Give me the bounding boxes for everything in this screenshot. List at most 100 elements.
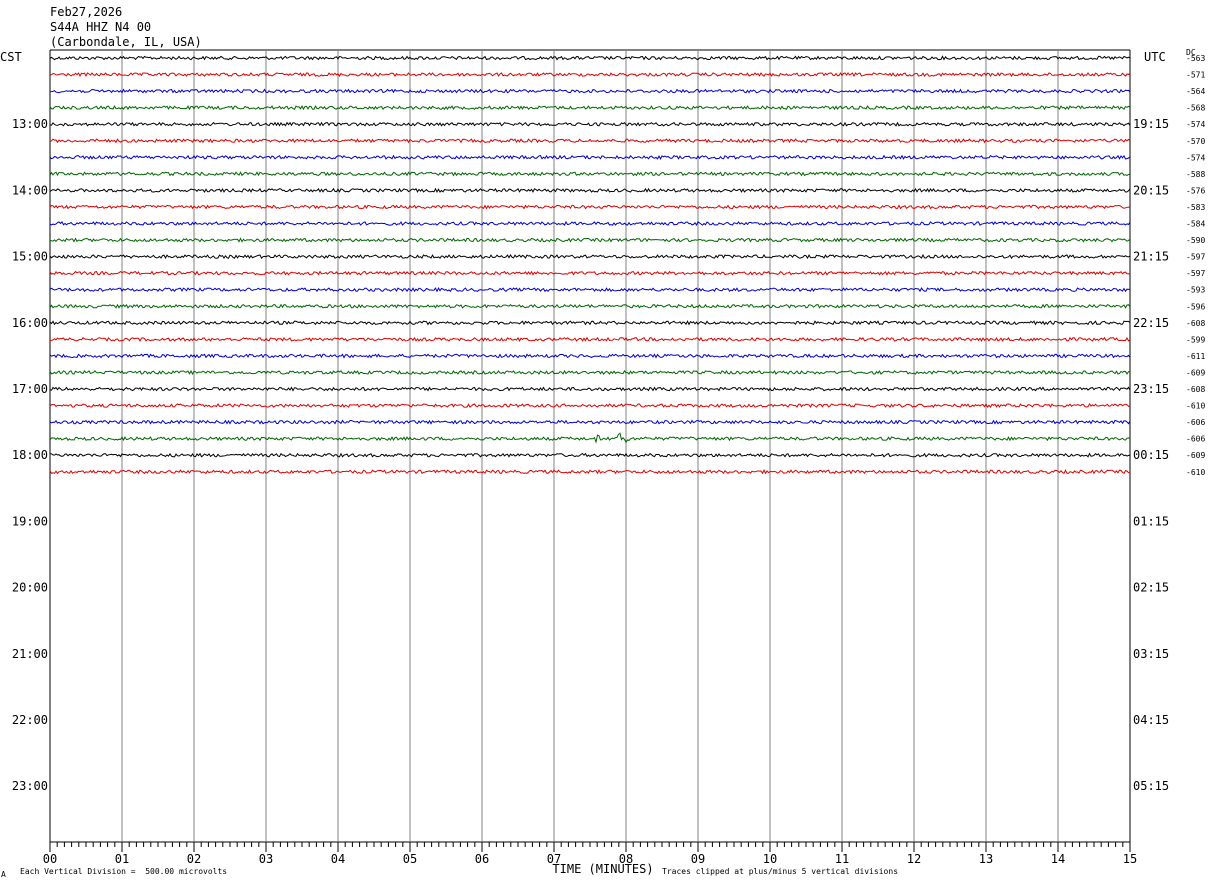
left-hour-label: 22:00 <box>12 713 48 727</box>
seismic-trace <box>49 187 1131 193</box>
right-hour-label: 02:15 <box>1133 581 1169 595</box>
x-tick-label: 02 <box>187 852 201 866</box>
right-hour-label: 03:15 <box>1133 647 1169 661</box>
dc-offset-label: -568 <box>1186 104 1205 113</box>
dc-offset-label: -606 <box>1186 435 1205 444</box>
station-label: S44A HHZ N4 00 <box>50 20 152 34</box>
seismic-trace <box>49 220 1131 226</box>
dc-offset-label: -610 <box>1186 468 1205 477</box>
dc-offset-label: -574 <box>1186 153 1205 162</box>
dc-offset-label: -564 <box>1186 87 1205 96</box>
seismic-trace <box>49 204 1131 210</box>
x-tick-label: 13 <box>979 852 993 866</box>
location-label: (Carbondale, IL, USA) <box>50 35 202 49</box>
x-tick-label: 09 <box>691 852 705 866</box>
left-timezone-label: CST <box>0 50 22 64</box>
right-hour-label: 05:15 <box>1133 779 1169 793</box>
dc-offset-label: -583 <box>1186 203 1205 212</box>
dc-offset-label: -574 <box>1186 120 1205 129</box>
dc-offset-label: -593 <box>1186 286 1205 295</box>
x-tick-label: 12 <box>907 852 921 866</box>
left-hour-label: 23:00 <box>12 779 48 793</box>
left-hour-label: 15:00 <box>12 250 48 264</box>
x-tick-label: 06 <box>475 852 489 866</box>
dc-offset-label: -609 <box>1186 451 1205 460</box>
corner-mark: A <box>1 870 6 879</box>
dc-offset-label: -609 <box>1186 368 1205 377</box>
seismic-trace <box>49 303 1131 309</box>
seismic-trace <box>49 105 1131 111</box>
seismic-trace <box>49 452 1131 458</box>
left-hour-label: 17:00 <box>12 382 48 396</box>
dc-offset-label: -588 <box>1186 170 1205 179</box>
dc-offset-label: -608 <box>1186 319 1205 328</box>
dc-label: DC <box>1186 48 1196 57</box>
x-tick-label: 07 <box>547 852 561 866</box>
dc-offset-label: -606 <box>1186 418 1205 427</box>
left-hour-label: 14:00 <box>12 183 48 197</box>
left-hour-label: 13:00 <box>12 117 48 131</box>
seismic-trace <box>49 154 1131 160</box>
seismic-trace <box>49 432 1131 444</box>
seismic-trace <box>49 419 1131 425</box>
scale-note: Each Vertical Division = 500.00 microvol… <box>20 867 228 876</box>
seismic-trace <box>49 403 1131 409</box>
dc-offset-label: -584 <box>1186 220 1205 229</box>
right-hour-label: 19:15 <box>1133 117 1169 131</box>
dc-offset-label: -610 <box>1186 402 1205 411</box>
left-hour-label: 19:00 <box>12 514 48 528</box>
left-hour-label: 16:00 <box>12 316 48 330</box>
dc-offset-label: -570 <box>1186 137 1205 146</box>
x-tick-label: 11 <box>835 852 849 866</box>
right-hour-label: 00:15 <box>1133 448 1169 462</box>
x-tick-label: 01 <box>115 852 129 866</box>
x-tick-label: 03 <box>259 852 273 866</box>
seismic-trace <box>49 88 1131 94</box>
x-tick-label: 04 <box>331 852 345 866</box>
right-hour-label: 04:15 <box>1133 713 1169 727</box>
dc-offset-label: -590 <box>1186 236 1205 245</box>
dc-offset-label: -611 <box>1186 352 1205 361</box>
dc-offset-label: -599 <box>1186 335 1205 344</box>
dc-offset-label: -576 <box>1186 186 1205 195</box>
seismic-trace <box>49 253 1131 260</box>
clip-note: Traces clipped at plus/minus 5 vertical … <box>662 867 899 876</box>
seismic-trace <box>49 336 1131 342</box>
right-hour-label: 01:15 <box>1133 514 1169 528</box>
seismic-trace <box>49 353 1131 359</box>
seismic-trace <box>49 55 1131 61</box>
date-title: Feb27,2026 <box>50 5 123 19</box>
x-tick-label: 00 <box>43 852 57 866</box>
dc-offset-label: -596 <box>1186 302 1205 311</box>
right-hour-label: 22:15 <box>1133 316 1169 330</box>
x-tick-label: 14 <box>1051 852 1065 866</box>
dc-offset-label: -597 <box>1186 253 1205 262</box>
x-tick-label: 08 <box>619 852 633 866</box>
right-timezone-label: UTC <box>1144 50 1166 64</box>
left-hour-label: 18:00 <box>12 448 48 462</box>
dc-offset-label: -563 <box>1186 54 1205 63</box>
dc-offset-label: -608 <box>1186 385 1205 394</box>
x-axis-label: TIME (MINUTES) <box>552 862 653 876</box>
seismic-trace <box>49 320 1131 326</box>
seismic-trace <box>49 386 1131 392</box>
seismic-trace <box>49 469 1131 475</box>
x-tick-label: 05 <box>403 852 417 866</box>
seismic-trace <box>49 270 1131 276</box>
seismic-trace <box>49 287 1131 293</box>
seismic-trace <box>49 72 1131 78</box>
dc-offset-label: -597 <box>1186 269 1205 278</box>
seismic-trace <box>49 121 1131 127</box>
left-hour-label: 21:00 <box>12 647 48 661</box>
right-hour-label: 23:15 <box>1133 382 1169 396</box>
seismic-trace <box>49 369 1131 376</box>
seismic-trace <box>49 237 1131 243</box>
seismic-trace <box>49 138 1131 144</box>
seismic-trace <box>49 171 1131 177</box>
right-hour-label: 21:15 <box>1133 250 1169 264</box>
left-hour-label: 20:00 <box>12 581 48 595</box>
right-hour-label: 20:15 <box>1133 183 1169 197</box>
x-tick-label: 10 <box>763 852 777 866</box>
x-tick-label: 15 <box>1123 852 1137 866</box>
